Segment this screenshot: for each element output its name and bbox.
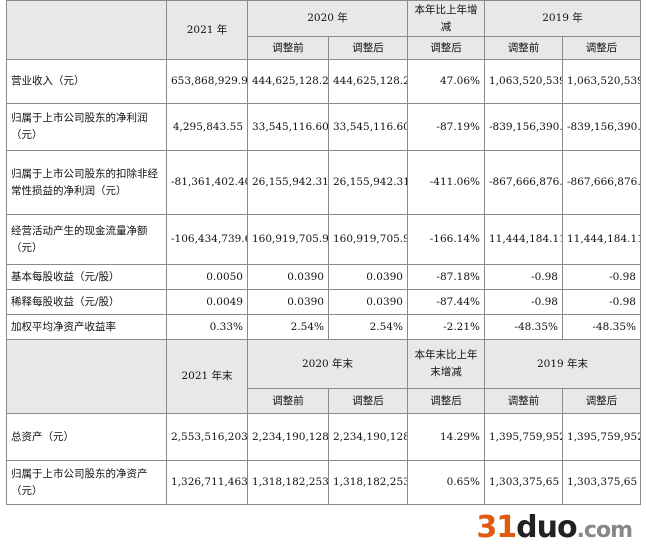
cell-2020-after: 0.0390: [328, 264, 408, 290]
header-2020: 2020 年: [247, 0, 408, 37]
cell-2020-before: 26,155,942.31: [247, 150, 329, 215]
header-2020-before: 调整前: [247, 388, 329, 414]
row-label: 经营活动产生的现金流量净额（元）: [6, 214, 167, 265]
cell-2020-before: 0.0390: [247, 264, 329, 290]
cell-2019-before: -0.98: [484, 289, 563, 315]
cell-2020-before: 2.54%: [247, 314, 329, 340]
header-2019-after: 调整后: [562, 388, 641, 414]
cell-2020-before: 0.0390: [247, 289, 329, 315]
header-blank: [6, 0, 167, 60]
header-2019-after: 调整后: [562, 36, 641, 60]
cell-2019-after: 1,395,759,952.90: [562, 413, 641, 461]
table-row: 经营活动产生的现金流量净额（元） -106,434,739.60 160,919…: [6, 214, 641, 265]
header-2020-after: 调整后: [328, 388, 408, 414]
cell-2019-before: 1,063,520,539.53: [484, 59, 563, 104]
cell-2019-after: -0.98: [562, 289, 641, 315]
watermark-part-2: duo: [516, 510, 577, 545]
cell-2021: 4,295,843.55: [166, 103, 248, 151]
cell-2020-after: 2.54%: [328, 314, 408, 340]
cell-2021: 0.33%: [166, 314, 248, 340]
header-2019-end: 2019 年末: [484, 339, 641, 389]
site-watermark: 31duo.com: [476, 510, 633, 545]
cell-2019-before: 1,303,375,65: [484, 460, 563, 505]
table-row: 加权平均净资产收益率 0.33% 2.54% 2.54% -2.21% -48.…: [6, 314, 641, 340]
cell-change: -2.21%: [407, 314, 485, 340]
table-row: 营业收入（元） 653,868,929.95 444,625,128.24 44…: [6, 59, 641, 104]
cell-2019-before: -0.98: [484, 264, 563, 290]
cell-2019-before: -867,666,876.62: [484, 150, 563, 215]
header-blank: [6, 339, 167, 414]
cell-2020-before: 2,234,190,128.42: [247, 413, 329, 461]
cell-2021: -81,361,402.40: [166, 150, 248, 215]
cell-change: -87.19%: [407, 103, 485, 151]
cell-2020-before: 1,318,182,253.27: [247, 460, 329, 505]
cell-2020-before: 444,625,128.24: [247, 59, 329, 104]
header-2021: 2021 年: [166, 0, 248, 60]
cell-2019-before: 1,395,759,952.90: [484, 413, 563, 461]
header-2020-before: 调整前: [247, 36, 329, 60]
header-change: 本年比上年增减: [407, 0, 485, 37]
row-label: 归属于上市公司股东的净利润（元）: [6, 103, 167, 151]
table-row: 归属于上市公司股东的扣除非经常性损益的净利润（元） -81,361,402.40…: [6, 150, 641, 215]
cell-2020-before: 33,545,116.60: [247, 103, 329, 151]
header-2021-end: 2021 年末: [166, 339, 248, 414]
cell-2021: 0.0049: [166, 289, 248, 315]
row-label: 加权平均净资产收益率: [6, 314, 167, 340]
cell-2019-after: 1,063,520,539.53: [562, 59, 641, 104]
cell-2020-after: 444,625,128.24: [328, 59, 408, 104]
cell-2019-after: -48.35%: [562, 314, 641, 340]
cell-change: -87.44%: [407, 289, 485, 315]
table-row: 稀释每股收益（元/股） 0.0049 0.0390 0.0390 -87.44%…: [6, 289, 641, 315]
cell-change: -166.14%: [407, 214, 485, 265]
row-label: 营业收入（元）: [6, 59, 167, 104]
financial-table: 2021 年 2020 年 本年比上年增减 2019 年 调整前 调整后 调整后…: [6, 0, 641, 505]
table-row: 归属于上市公司股东的净资产（元） 1,326,711,463.69 1,318,…: [6, 460, 641, 505]
header-change-after: 调整后: [407, 388, 485, 414]
cell-2021: 2,553,516,203.16: [166, 413, 248, 461]
header-2019: 2019 年: [484, 0, 641, 37]
header-change-after: 调整后: [407, 36, 485, 60]
table-row: 总资产（元） 2,553,516,203.16 2,234,190,128.42…: [6, 413, 641, 461]
table-row: 基本每股收益（元/股） 0.0050 0.0390 0.0390 -87.18%…: [6, 264, 641, 290]
header-change-end: 本年末比上年末增减: [407, 339, 485, 389]
cell-2019-before: -48.35%: [484, 314, 563, 340]
cell-2019-after: 1,303,375,65: [562, 460, 641, 505]
cell-2019-after: -867,666,876.62: [562, 150, 641, 215]
watermark-part-3: .com: [576, 518, 633, 543]
cell-2019-after: -839,156,390.79: [562, 103, 641, 151]
row-label: 归属于上市公司股东的净资产（元）: [6, 460, 167, 505]
cell-change: 14.29%: [407, 413, 485, 461]
cell-2020-after: 26,155,942.31: [328, 150, 408, 215]
cell-2021: -106,434,739.60: [166, 214, 248, 265]
row-label: 总资产（元）: [6, 413, 167, 461]
header-2020-after: 调整后: [328, 36, 408, 60]
cell-2019-before: -839,156,390.79: [484, 103, 563, 151]
cell-2020-after: 160,919,705.90: [328, 214, 408, 265]
row-label: 归属于上市公司股东的扣除非经常性损益的净利润（元）: [6, 150, 167, 215]
row-label: 稀释每股收益（元/股）: [6, 289, 167, 315]
cell-2021: 0.0050: [166, 264, 248, 290]
cell-change: 47.06%: [407, 59, 485, 104]
cell-2020-after: 33,545,116.60: [328, 103, 408, 151]
watermark-part-1: 31: [476, 510, 517, 545]
header-2020-end: 2020 年末: [247, 339, 408, 389]
table-row: 归属于上市公司股东的净利润（元） 4,295,843.55 33,545,116…: [6, 103, 641, 151]
cell-change: 0.65%: [407, 460, 485, 505]
cell-2021: 1,326,711,463.69: [166, 460, 248, 505]
row-label: 基本每股收益（元/股）: [6, 264, 167, 290]
cell-2020-after: 2,234,190,128.42: [328, 413, 408, 461]
cell-change: -411.06%: [407, 150, 485, 215]
cell-2019-after: 11,444,184.11: [562, 214, 641, 265]
cell-2019-before: 11,444,184.11: [484, 214, 563, 265]
header-2019-before: 调整前: [484, 36, 563, 60]
cell-2020-before: 160,919,705.90: [247, 214, 329, 265]
header-2019-before: 调整前: [484, 388, 563, 414]
cell-change: -87.18%: [407, 264, 485, 290]
cell-2020-after: 1,318,182,253.27: [328, 460, 408, 505]
cell-2021: 653,868,929.95: [166, 59, 248, 104]
cell-2019-after: -0.98: [562, 264, 641, 290]
cell-2020-after: 0.0390: [328, 289, 408, 315]
